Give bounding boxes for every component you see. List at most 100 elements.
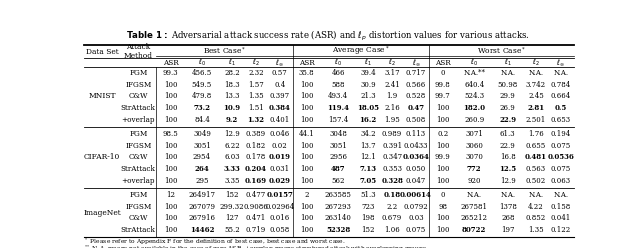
Text: 2.16: 2.16	[384, 104, 400, 112]
Text: 2956: 2956	[329, 153, 347, 161]
Text: 100: 100	[436, 226, 449, 234]
Text: 52328: 52328	[326, 226, 350, 234]
Text: 0.031: 0.031	[269, 165, 290, 173]
Text: 0.0433: 0.0433	[404, 142, 428, 150]
Text: 263585: 263585	[324, 191, 351, 199]
Text: 73.2: 73.2	[193, 104, 211, 112]
Text: 3060: 3060	[465, 142, 483, 150]
Text: 100: 100	[164, 203, 177, 211]
Text: 22.9: 22.9	[500, 142, 516, 150]
Text: 30.9: 30.9	[360, 81, 376, 89]
Text: 12.9: 12.9	[500, 177, 516, 185]
Text: N.A.: N.A.	[553, 191, 568, 199]
Text: 0.02: 0.02	[272, 142, 287, 150]
Text: ASR: ASR	[163, 59, 179, 67]
Text: 100: 100	[300, 104, 314, 112]
Text: StrAttack: StrAttack	[121, 226, 156, 234]
Text: 264917: 264917	[189, 191, 216, 199]
Text: 299.32: 299.32	[220, 203, 244, 211]
Text: 772: 772	[467, 165, 481, 173]
Text: 100: 100	[164, 177, 177, 185]
Text: 0.384: 0.384	[269, 104, 291, 112]
Text: 80722: 80722	[462, 226, 486, 234]
Text: IFGSM: IFGSM	[125, 81, 152, 89]
Text: 0.02964: 0.02964	[265, 203, 294, 211]
Text: 0: 0	[440, 191, 445, 199]
Text: 100: 100	[164, 116, 177, 124]
Text: 588: 588	[332, 81, 345, 89]
Text: 13.7: 13.7	[360, 142, 376, 150]
Text: N.A.: N.A.	[467, 191, 482, 199]
Text: 260.9: 260.9	[464, 116, 484, 124]
Text: 119.4: 119.4	[327, 104, 349, 112]
Text: 100: 100	[164, 81, 177, 89]
Text: 1.57: 1.57	[248, 81, 264, 89]
Text: 0.57: 0.57	[272, 69, 287, 77]
Text: 1.35: 1.35	[528, 226, 544, 234]
Text: 28.2: 28.2	[224, 69, 240, 77]
Text: 2.32: 2.32	[248, 69, 264, 77]
Text: 0.016: 0.016	[269, 214, 290, 222]
Text: 34.2: 34.2	[360, 130, 376, 138]
Text: 0.389: 0.389	[246, 130, 266, 138]
Text: 1.95: 1.95	[384, 116, 400, 124]
Text: 18.05: 18.05	[357, 104, 380, 112]
Text: 100: 100	[300, 142, 314, 150]
Text: 2.2: 2.2	[387, 203, 397, 211]
Text: 100: 100	[300, 226, 314, 234]
Text: FGM: FGM	[129, 130, 147, 138]
Text: Average Case$^*$: Average Case$^*$	[332, 44, 390, 58]
Text: 100: 100	[164, 226, 177, 234]
Text: IFGSM: IFGSM	[125, 142, 152, 150]
Text: 466: 466	[332, 69, 345, 77]
Text: +overlap: +overlap	[122, 116, 155, 124]
Text: 1.32: 1.32	[248, 116, 264, 124]
Text: 3.35: 3.35	[225, 177, 240, 185]
Text: $\ell_2$: $\ell_2$	[388, 57, 396, 68]
Text: 0.019: 0.019	[269, 153, 291, 161]
Text: FGM: FGM	[129, 191, 147, 199]
Text: 100: 100	[164, 214, 177, 222]
Text: 524.3: 524.3	[464, 92, 484, 100]
Text: 0.4: 0.4	[274, 81, 285, 89]
Text: 0.169: 0.169	[245, 177, 267, 185]
Text: 0.502: 0.502	[526, 177, 546, 185]
Text: 7.05: 7.05	[360, 177, 377, 185]
Text: 0.664: 0.664	[550, 92, 571, 100]
Text: 0.471: 0.471	[246, 214, 266, 222]
Text: 479.8: 479.8	[192, 92, 212, 100]
Text: 920: 920	[467, 177, 481, 185]
Text: 99.3: 99.3	[163, 69, 179, 77]
Text: 100: 100	[300, 177, 314, 185]
Text: Data Set: Data Set	[86, 48, 118, 56]
Text: 295: 295	[195, 177, 209, 185]
Text: 44.1: 44.1	[299, 130, 314, 138]
Text: 26.9: 26.9	[500, 104, 516, 112]
Text: 197: 197	[501, 226, 515, 234]
Text: 100: 100	[300, 203, 314, 211]
Text: 100: 100	[300, 153, 314, 161]
Text: $^{**}$ N.A. means not available in the case of zero ASR, +overlap means structu: $^{**}$ N.A. means not available in the …	[84, 243, 428, 248]
Text: 39.4: 39.4	[360, 69, 376, 77]
Text: 0.063: 0.063	[550, 177, 571, 185]
Text: 0.047: 0.047	[406, 177, 426, 185]
Text: 0.075: 0.075	[406, 226, 426, 234]
Text: IFGSM: IFGSM	[125, 203, 152, 211]
Text: StrAttack: StrAttack	[121, 104, 156, 112]
Text: 0.0792: 0.0792	[404, 203, 428, 211]
Text: 562: 562	[332, 177, 345, 185]
Text: $\ell_\infty$: $\ell_\infty$	[556, 58, 565, 68]
Text: 13.3: 13.3	[225, 92, 240, 100]
Text: Attack
Method: Attack Method	[124, 43, 153, 60]
Text: 98: 98	[438, 203, 447, 211]
Text: 3.742: 3.742	[526, 81, 546, 89]
Text: 0.653: 0.653	[550, 116, 571, 124]
Text: 18.3: 18.3	[225, 81, 240, 89]
Text: C&W: C&W	[129, 214, 148, 222]
Text: 0.391: 0.391	[382, 142, 402, 150]
Text: 99.9: 99.9	[435, 153, 451, 161]
Text: 1.9: 1.9	[387, 92, 397, 100]
Text: 2.41: 2.41	[384, 81, 400, 89]
Text: 267581: 267581	[461, 203, 488, 211]
Text: 198: 198	[362, 214, 375, 222]
